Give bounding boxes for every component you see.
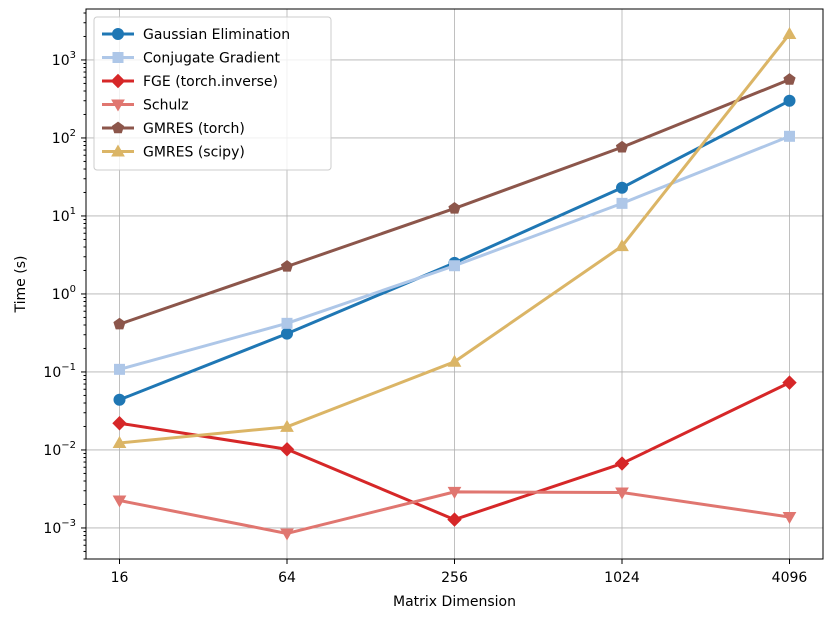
data-point-conjugate-gradient (114, 363, 125, 375)
legend-box (93, 16, 332, 171)
data-point-gmres-scipy (447, 354, 462, 367)
data-point-gmres-torch (448, 201, 461, 214)
y-tick-label: 100 (52, 284, 76, 303)
data-point-gmres-scipy (112, 435, 127, 448)
data-point-schulz (782, 512, 797, 525)
x-tick-label: 1024 (604, 570, 640, 586)
legend-item: Schulz (102, 98, 189, 114)
data-point-gmres-torch (783, 73, 796, 85)
legend-item: FGE (torch.inverse) (102, 73, 278, 90)
series-conjugate-gradient (114, 130, 795, 375)
series-layer (112, 27, 797, 541)
legend-item: GMRES (torch) (102, 121, 245, 137)
y-axis-label: Time (s) (13, 256, 29, 314)
data-point-gmres-torch (280, 260, 294, 272)
data-point-gmres-scipy (280, 419, 294, 432)
series-fge-torch-inverse (112, 375, 797, 527)
legend-marker (110, 73, 126, 89)
data-point-gaussian-elimination (783, 94, 796, 107)
legend-marker (111, 144, 125, 157)
data-point-conjugate-gradient (449, 260, 460, 272)
data-point-conjugate-gradient (784, 130, 795, 142)
series-schulz (112, 486, 797, 541)
data-point-schulz (447, 486, 462, 499)
data-point-gaussian-elimination (616, 181, 628, 194)
data-point-gmres-torch (113, 317, 126, 330)
legend-item: GMRES (scipy) (102, 144, 245, 161)
data-point-gaussian-elimination (113, 393, 126, 406)
legend-marker (112, 28, 124, 40)
x-tick-label: 16 (111, 570, 129, 586)
y-tick-label: 10−2 (43, 440, 76, 459)
y-tick-label: 102 (52, 128, 76, 147)
data-point-gaussian-elimination (281, 327, 293, 340)
y-tick-label: 10−3 (43, 518, 76, 537)
legend-marker (111, 99, 125, 112)
legend-label: Schulz (143, 98, 189, 114)
data-point-fge-torch-inverse (447, 512, 462, 527)
data-point-gmres-scipy (782, 27, 797, 40)
data-point-gmres-torch (615, 140, 629, 153)
y-tick-label: 103 (52, 50, 76, 69)
x-tick-label: 256 (441, 570, 468, 586)
data-point-conjugate-gradient (616, 197, 628, 209)
legend-label: GMRES (torch) (143, 121, 245, 137)
ticks: 16 64 256 1024 4096 10−3 10−2 10−1 100 101 102 103 (43, 12, 808, 586)
data-point-fge-torch-inverse (112, 416, 127, 431)
legend-label: Conjugate Gradient (143, 51, 280, 67)
legend: Gaussian Elimination Conjugate Gradient FG… (93, 16, 332, 171)
data-point-schulz (280, 528, 294, 541)
x-axis-label: Matrix Dimension (393, 594, 516, 610)
legend-marker (112, 52, 124, 63)
data-point-fge-torch-inverse (279, 442, 295, 457)
legend-label: Gaussian Elimination (143, 27, 290, 43)
legend-item: Gaussian Elimination (102, 27, 290, 43)
data-point-fge-torch-inverse (614, 456, 630, 471)
series-gmres-scipy (112, 27, 797, 448)
data-point-schulz (112, 495, 127, 508)
data-point-gmres-scipy (615, 239, 629, 252)
data-point-schulz (615, 487, 629, 500)
data-point-fge-torch-inverse (782, 375, 797, 390)
legend-item: Conjugate Gradient (102, 51, 280, 67)
y-tick-label: 101 (52, 206, 76, 225)
x-tick-label: 64 (278, 570, 296, 586)
legend-label: GMRES (scipy) (143, 145, 245, 161)
series-gmres-torch (113, 73, 796, 330)
legend-marker (111, 121, 125, 134)
legend-label: FGE (torch.inverse) (143, 74, 278, 90)
x-tick-label: 4096 (772, 570, 808, 586)
y-tick-label: 10−1 (43, 362, 76, 381)
data-point-conjugate-gradient (281, 317, 293, 329)
